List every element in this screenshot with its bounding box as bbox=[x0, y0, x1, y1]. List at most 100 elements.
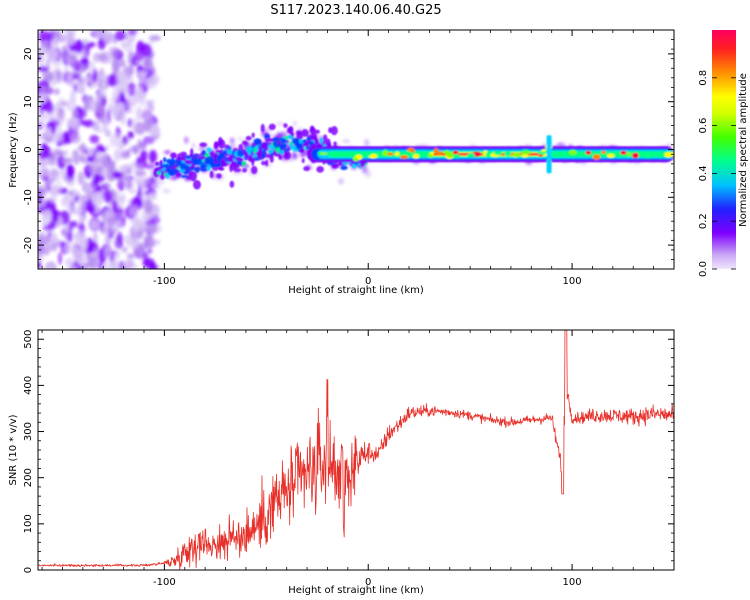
ridge-hot-spot bbox=[400, 155, 409, 160]
ridge-blob bbox=[194, 166, 200, 173]
noise-blob bbox=[38, 248, 41, 261]
colorbar-tick-label: 0.4 bbox=[698, 165, 709, 181]
ridge-blob bbox=[222, 150, 227, 156]
noise-blob bbox=[144, 163, 157, 170]
ridge-blob bbox=[306, 136, 311, 142]
noise-blob bbox=[110, 75, 115, 86]
ridge-blob bbox=[200, 163, 205, 170]
noise-blob bbox=[101, 78, 107, 93]
colorbar-gradient bbox=[712, 30, 736, 269]
ridge-spot bbox=[179, 151, 188, 157]
noise-blob bbox=[120, 41, 128, 48]
noise-blob bbox=[46, 266, 55, 269]
noise-blob bbox=[80, 63, 87, 73]
ridge-blob bbox=[206, 147, 213, 153]
noise-blob bbox=[95, 143, 104, 153]
noise-blob bbox=[80, 142, 86, 156]
noise-blob bbox=[71, 73, 81, 81]
ridge-spot bbox=[333, 141, 337, 146]
ridge-spot bbox=[250, 165, 258, 175]
x-tick-label: 100 bbox=[563, 276, 582, 287]
ridge-hot-spot bbox=[512, 153, 522, 157]
noise-blob bbox=[77, 171, 84, 185]
noise-blob bbox=[56, 34, 68, 43]
noise-blob bbox=[115, 195, 126, 202]
haze-blob bbox=[292, 120, 297, 126]
figure-title: S117.2023.140.06.40.G25 bbox=[270, 3, 441, 18]
colorbar-ticks: 0.0 0.2 0.4 0.6 0.8 bbox=[698, 70, 736, 277]
ridge-blob bbox=[180, 174, 189, 178]
ridge-spot bbox=[283, 151, 292, 160]
ridge-blob bbox=[289, 143, 294, 150]
noise-blob bbox=[113, 149, 122, 162]
spectrogram-x-axis-label: Height of straight line (km) bbox=[288, 285, 424, 296]
noise-blob bbox=[143, 135, 155, 145]
haze-blob bbox=[364, 169, 372, 178]
noise-blob bbox=[130, 231, 136, 240]
noise-blob bbox=[41, 209, 52, 219]
ridge-blob bbox=[351, 163, 357, 169]
noise-blob bbox=[74, 231, 86, 246]
noise-blob bbox=[44, 100, 54, 113]
ridge-spot bbox=[283, 123, 288, 128]
haze-blob bbox=[157, 180, 165, 184]
ridge-blob bbox=[221, 161, 228, 167]
colorbar-tick-label: 0.2 bbox=[698, 213, 709, 229]
noise-blob bbox=[143, 199, 154, 214]
noise-blob bbox=[38, 112, 47, 126]
ridge-blob bbox=[184, 155, 191, 160]
noise-blob bbox=[120, 150, 129, 159]
noise-blob bbox=[57, 252, 63, 265]
ridge-hot-spot bbox=[564, 152, 570, 157]
ridge-blob bbox=[245, 145, 253, 153]
colorbar-tick-label: 0.0 bbox=[698, 261, 709, 277]
noise-blob bbox=[92, 30, 104, 39]
ridge-blob bbox=[252, 153, 258, 158]
noise-blob bbox=[129, 63, 134, 71]
haze-blob bbox=[163, 150, 172, 154]
noise-blob bbox=[103, 246, 113, 259]
noise-blob bbox=[68, 220, 74, 231]
noise-blob bbox=[91, 121, 100, 131]
ridge-hot-spot bbox=[453, 154, 461, 159]
noise-blob bbox=[110, 258, 120, 269]
noise-blob bbox=[93, 174, 106, 182]
spectrogram-y-axis-label: Frequency (Hz) bbox=[8, 112, 19, 188]
ridge-blob bbox=[280, 138, 287, 144]
noise-blob bbox=[119, 69, 126, 77]
y-tick-label: 200 bbox=[23, 468, 34, 487]
y-tick-label: -20 bbox=[23, 237, 34, 253]
noise-blob bbox=[66, 241, 72, 254]
ridge-blob bbox=[338, 161, 343, 166]
ridge-hot-spot bbox=[433, 148, 439, 153]
ridge-hot-spot bbox=[363, 151, 372, 157]
noise-blob bbox=[56, 107, 65, 119]
noise-blob bbox=[77, 119, 87, 126]
ridge-hot-spot bbox=[402, 150, 412, 155]
noise-blob bbox=[89, 99, 97, 112]
noise-blob bbox=[116, 231, 123, 245]
ridge-blob bbox=[237, 151, 244, 157]
noise-blob bbox=[130, 118, 137, 130]
noise-blob bbox=[144, 177, 150, 185]
ridge-blob bbox=[319, 137, 323, 145]
ridge-spot bbox=[330, 125, 338, 136]
noise-blob bbox=[142, 257, 155, 269]
noise-blob bbox=[148, 191, 157, 199]
ridge-blob bbox=[290, 132, 294, 137]
ridge-blob bbox=[253, 138, 262, 145]
noise-blob bbox=[77, 81, 86, 95]
ridge-blob bbox=[308, 140, 314, 146]
noise-blob bbox=[136, 106, 143, 121]
noise-blob bbox=[149, 39, 154, 45]
noise-blob bbox=[129, 204, 141, 218]
noise-blob bbox=[111, 200, 118, 213]
noise-blob bbox=[87, 147, 95, 157]
ridge-blob bbox=[166, 166, 171, 173]
ridge-blob bbox=[247, 151, 251, 156]
ridge-hot-spot bbox=[537, 151, 546, 155]
noise-blob bbox=[87, 60, 96, 74]
colorbar: 0.0 0.2 0.4 0.6 0.8 Normalized spectral ampl… bbox=[698, 30, 749, 277]
ridge-spot bbox=[214, 141, 219, 148]
noise-blob bbox=[127, 131, 134, 139]
